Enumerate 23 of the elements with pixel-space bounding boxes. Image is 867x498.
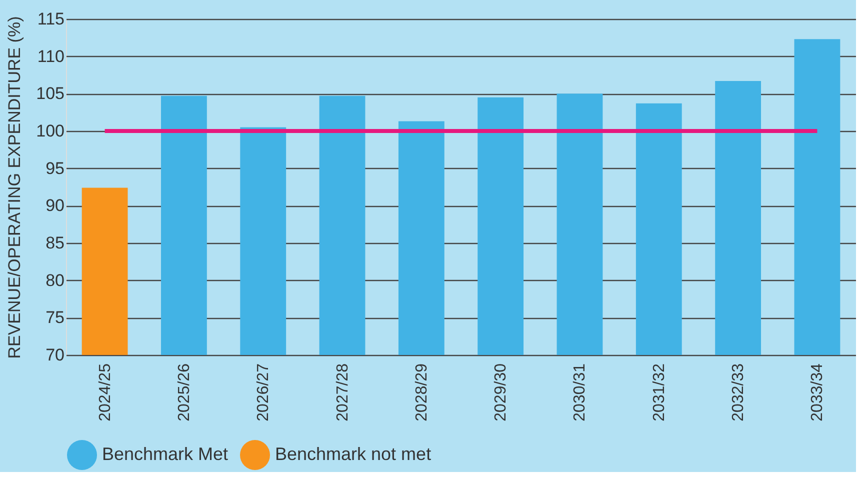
x-tick-label: 2030/31 bbox=[572, 363, 589, 422]
y-tick-label: 110 bbox=[37, 46, 64, 66]
y-tick-label: 100 bbox=[36, 122, 64, 140]
x-tick-label: 2029/30 bbox=[492, 363, 510, 422]
y-tick-label: 85 bbox=[46, 234, 64, 252]
x-tick-label: 2025/26 bbox=[176, 363, 193, 422]
x-tick-label: 2027/28 bbox=[334, 363, 352, 422]
y-tick-label: 95 bbox=[46, 158, 64, 178]
y-tick-label: 80 bbox=[46, 270, 64, 290]
x-tick-label: 2031/32 bbox=[650, 363, 668, 422]
y-tick-label: 75 bbox=[46, 308, 64, 328]
y-tick-label: 70 bbox=[46, 346, 64, 364]
y-tick-label: 90 bbox=[46, 196, 64, 216]
legend-label: Benchmark not met bbox=[275, 444, 432, 464]
legend-label: Benchmark Met bbox=[102, 444, 228, 464]
x-tick-label: 2032/33 bbox=[730, 363, 748, 422]
y-tick-label: 105 bbox=[36, 84, 64, 104]
x-tick-label: 2024/25 bbox=[96, 363, 114, 422]
y-tick-label: 115 bbox=[37, 10, 64, 28]
y-axis-title: REVENUE/OPERATING EXPENDITURE (%) bbox=[5, 16, 24, 359]
x-tick-label: 2026/27 bbox=[255, 363, 272, 422]
x-tick-label: 2033/34 bbox=[809, 363, 826, 422]
x-tick-label: 2028/29 bbox=[413, 363, 430, 422]
